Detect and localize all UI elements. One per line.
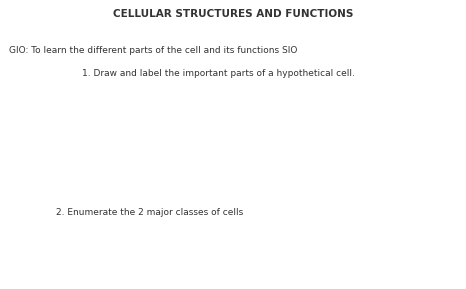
- Text: 2. Enumerate the 2 major classes of cells: 2. Enumerate the 2 major classes of cell…: [56, 208, 243, 217]
- Text: 1. Draw and label the important parts of a hypothetical cell.: 1. Draw and label the important parts of…: [82, 69, 355, 78]
- Text: GIO: To learn the different parts of the cell and its functions SIO: GIO: To learn the different parts of the…: [9, 46, 298, 55]
- Text: CELLULAR STRUCTURES AND FUNCTIONS: CELLULAR STRUCTURES AND FUNCTIONS: [113, 9, 353, 19]
